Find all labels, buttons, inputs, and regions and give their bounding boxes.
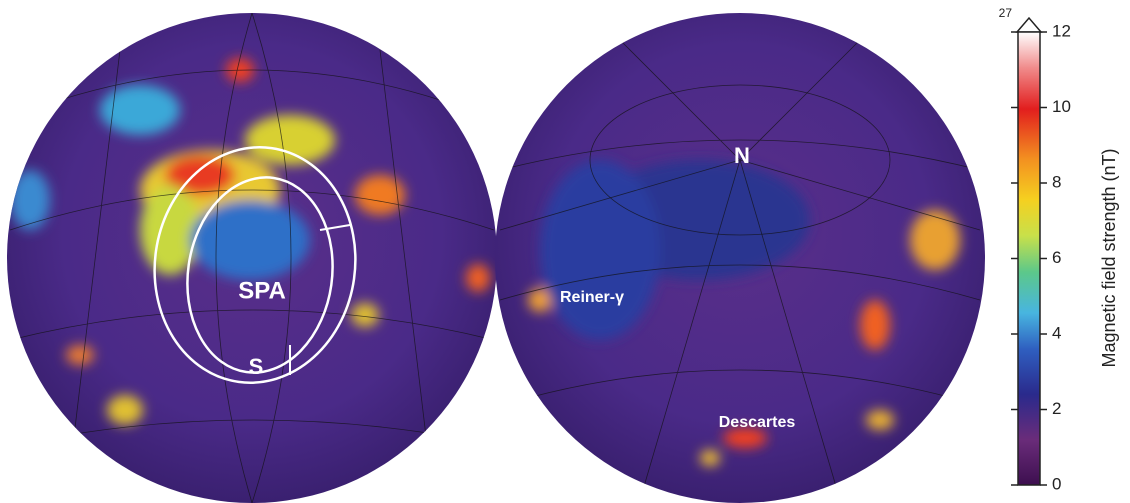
left-hemisphere: SPA S [7,13,497,503]
tick-label: 12 [1052,21,1071,40]
right-hemisphere: N Reiner-γ Descartes [495,13,985,503]
colorbar: 27 Magnetic field strength (nT) 0 2 4 6 8 10 1… [999,6,1119,493]
tick-label: 4 [1052,323,1061,342]
tick-label: 0 [1052,474,1061,493]
map-label: Reiner-γ [560,289,624,306]
tick-label: 8 [1052,172,1061,191]
tick-label: 10 [1052,97,1071,116]
tick-label: 2 [1052,399,1061,418]
tick-label: 6 [1052,248,1061,267]
map-label: SPA [238,277,286,304]
colorbar-title: Magnetic field strength (nT) [1099,148,1119,367]
map-label: N [734,143,750,168]
overflow-label: 27 [999,6,1013,20]
map-label: S [249,354,264,379]
map-label: Descartes [719,414,796,431]
